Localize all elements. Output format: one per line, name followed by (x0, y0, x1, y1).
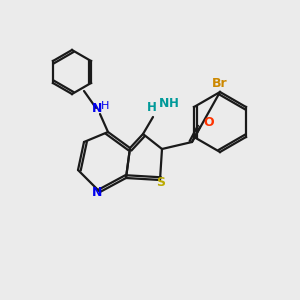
Text: N: N (159, 97, 169, 110)
Text: N: N (92, 101, 102, 115)
Text: H: H (147, 101, 157, 114)
Text: H: H (169, 97, 179, 110)
Text: H: H (101, 101, 109, 111)
Text: S: S (157, 176, 166, 188)
Text: N: N (92, 187, 102, 200)
Text: Br: Br (212, 77, 228, 90)
Text: O: O (203, 116, 214, 128)
